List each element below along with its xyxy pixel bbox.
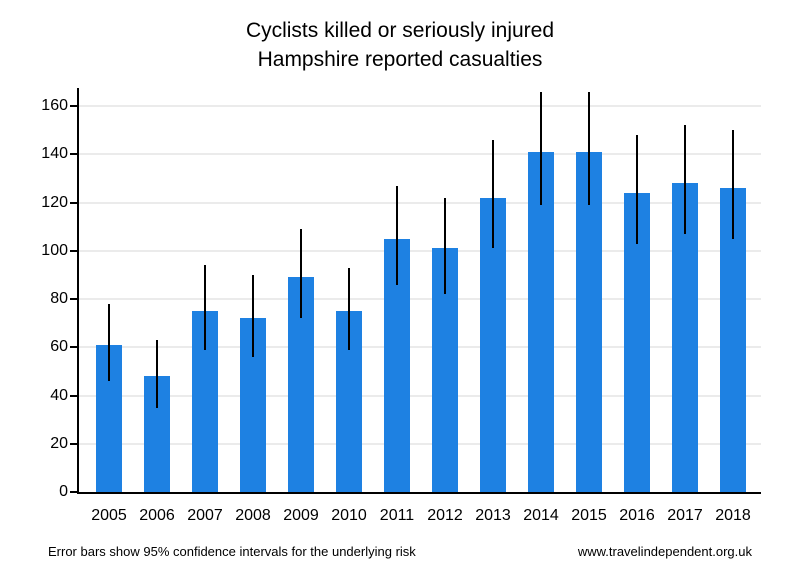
bar-2018 xyxy=(720,188,746,492)
error-bar-2013 xyxy=(492,139,494,249)
error-bar-2010 xyxy=(348,267,350,350)
y-tick-label: 60 xyxy=(50,338,68,356)
y-tick-label: 20 xyxy=(50,434,68,452)
chart-title: Cyclists killed or seriously injured Ham… xyxy=(0,16,800,74)
y-tick-120 xyxy=(70,201,79,204)
x-tick-label: 2005 xyxy=(91,507,127,524)
error-bar-2009 xyxy=(300,229,302,319)
error-bar-2007 xyxy=(204,265,206,350)
bar-2017 xyxy=(672,183,698,492)
bar-2014 xyxy=(528,151,554,492)
footer: Error bars show 95% confidence intervals… xyxy=(0,543,800,561)
y-tick-0 xyxy=(70,491,79,493)
gridline-160 xyxy=(79,105,761,108)
error-bar-2011 xyxy=(396,185,398,285)
gridline-120 xyxy=(79,201,761,204)
y-tick-160 xyxy=(70,105,79,108)
y-tick-label: 160 xyxy=(41,97,68,115)
x-tick-label: 2006 xyxy=(139,507,175,524)
gridline-100 xyxy=(79,249,761,252)
error-bar-2016 xyxy=(636,135,638,244)
x-tick-label: 2012 xyxy=(427,507,463,524)
gridline-20 xyxy=(79,442,761,445)
x-tick-label: 2018 xyxy=(715,507,751,524)
x-tick-label: 2009 xyxy=(283,507,319,524)
y-tick-80 xyxy=(70,298,79,301)
error-bar-2005 xyxy=(108,303,110,382)
footer-website: www.travelindependent.org.uk xyxy=(577,544,752,559)
x-tick-label: 2010 xyxy=(331,507,367,524)
x-tick-label: 2013 xyxy=(475,507,511,524)
y-tick-label: 80 xyxy=(50,290,68,308)
x-tick-label: 2011 xyxy=(379,507,415,524)
x-tick-label: 2017 xyxy=(667,507,703,524)
x-tick-label: 2007 xyxy=(187,507,223,524)
gridline-80 xyxy=(79,298,761,301)
y-tick-100 xyxy=(70,249,79,252)
x-tick-label: 2016 xyxy=(619,507,655,524)
chart-title-line2: Hampshire reported casualties xyxy=(257,48,543,71)
y-tick-20 xyxy=(70,442,79,445)
gridline-140 xyxy=(79,153,761,156)
y-tick-label: 100 xyxy=(41,241,68,259)
error-bar-2017 xyxy=(684,125,686,234)
x-tick-label: 2008 xyxy=(235,507,271,524)
error-bar-2015 xyxy=(588,91,590,205)
y-tick-label: 40 xyxy=(50,386,68,404)
y-tick-140 xyxy=(70,153,79,156)
y-tick-label: 120 xyxy=(41,193,68,211)
error-bar-2006 xyxy=(156,340,158,408)
y-tick-40 xyxy=(70,394,79,397)
gridline-40 xyxy=(79,394,761,397)
y-tick-label: 140 xyxy=(41,145,68,163)
error-bar-2018 xyxy=(732,130,734,239)
plot-area: 0 20 40 60 80 100 120 140 160 2005 2006 2007 2008 200… xyxy=(41,88,761,524)
y-tick-60 xyxy=(70,346,79,349)
chart-title-line1: Cyclists killed or seriously injured xyxy=(245,19,555,42)
bar-2015 xyxy=(576,151,602,492)
footer-note: Error bars show 95% confidence intervals… xyxy=(48,544,416,559)
y-tick-label: 0 xyxy=(59,483,68,500)
error-bar-2014 xyxy=(540,91,542,205)
error-bar-2012 xyxy=(444,197,446,295)
gridline-60 xyxy=(79,346,761,349)
x-tick-label: 2015 xyxy=(571,507,607,524)
error-bar-2008 xyxy=(252,274,254,357)
x-tick-label: 2014 xyxy=(523,507,559,524)
